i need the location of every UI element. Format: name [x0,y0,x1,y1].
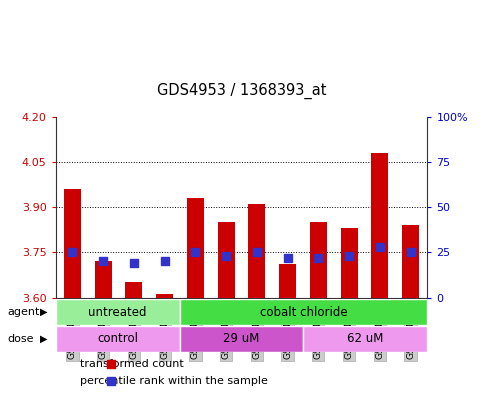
Bar [218,222,235,298]
Bar [180,326,303,352]
Text: GDS4953 / 1368393_at: GDS4953 / 1368393_at [157,83,326,99]
Bar [341,228,357,298]
Text: 62 uM: 62 uM [347,332,384,345]
Bar [279,264,296,298]
Text: ▶: ▶ [40,334,47,344]
Text: untreated: untreated [88,306,147,319]
Bar [64,189,81,298]
Point [253,249,261,255]
Text: control: control [97,332,138,345]
Text: cobalt chloride: cobalt chloride [260,306,347,319]
Bar [156,294,173,298]
Bar [402,225,419,298]
Point [130,260,138,266]
Bar [187,198,204,298]
Point [161,258,169,264]
Point [192,249,199,255]
Point [345,253,353,259]
Bar [56,299,180,325]
Point [57,378,65,384]
Text: agent: agent [7,307,40,317]
Bar [310,222,327,298]
Point [99,258,107,264]
Bar [126,283,142,298]
Point [57,360,65,367]
Point [376,244,384,250]
Point [222,253,230,259]
Point [69,249,76,255]
Bar [56,326,180,352]
Text: 29 uM: 29 uM [223,332,260,345]
Text: dose: dose [7,334,34,344]
Text: percentile rank within the sample: percentile rank within the sample [80,376,268,386]
Bar [180,299,427,325]
Bar [303,326,427,352]
Text: ▶: ▶ [40,307,47,317]
Bar [371,153,388,298]
Bar [95,261,112,298]
Bar [248,204,265,298]
Point [314,255,322,261]
Text: transformed count: transformed count [80,358,184,369]
Point [407,249,414,255]
Point [284,255,291,261]
